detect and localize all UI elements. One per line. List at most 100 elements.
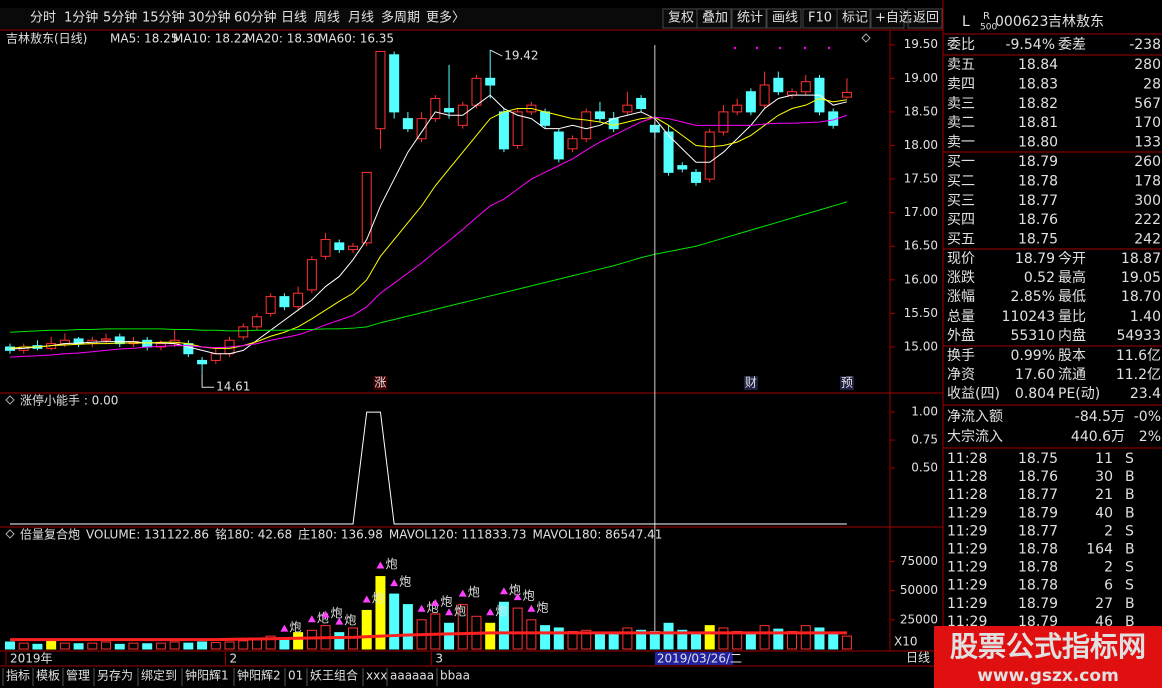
indicator-title: MAVOL120: 111833.73	[389, 528, 527, 542]
book-price: 18.77	[1018, 193, 1058, 209]
tick-price: 18.78	[1018, 560, 1058, 576]
bottom-tab[interactable]: 另存为	[97, 669, 133, 683]
watermark-title: 股票公式指标网	[950, 630, 1146, 663]
indicator-title: 铭180: 42.68	[215, 527, 292, 542]
chart-title: 吉林敖东(日线)	[6, 31, 87, 46]
period-tab[interactable]: 30分钟	[188, 10, 231, 26]
period-tab[interactable]: 60分钟	[234, 10, 277, 26]
signal-arrow	[431, 598, 440, 606]
field-label: 总量	[947, 309, 975, 325]
action-button[interactable]: +自选	[875, 11, 912, 26]
bottom-tab[interactable]: bbaa	[440, 669, 470, 683]
book-volume: 260	[1134, 154, 1161, 170]
candle-body	[402, 118, 413, 130]
bottom-tab[interactable]: xxx	[366, 669, 387, 683]
period-tab[interactable]: 5分钟	[103, 10, 137, 26]
candle-body	[114, 336, 125, 345]
field-label: 最高	[1058, 269, 1086, 286]
bottom-tab[interactable]: 管理	[66, 668, 90, 683]
y-tick-label: 18.50	[904, 104, 938, 118]
field-value: 18.87	[1121, 251, 1161, 267]
period-tab[interactable]: 分时	[30, 11, 56, 26]
tick-time: 11:28	[947, 469, 987, 485]
ma-line	[9, 114, 848, 358]
period-tab[interactable]: 更多〉	[426, 10, 465, 26]
candle-body	[691, 171, 701, 183]
period-tab[interactable]: 周线	[314, 11, 340, 26]
tick-side: B	[1125, 542, 1135, 558]
action-button[interactable]: 画线	[772, 11, 798, 26]
bottom-tab[interactable]: 妖王组合	[310, 668, 358, 683]
bottom-tab[interactable]: 钟阳辉1	[185, 668, 229, 683]
field-value: 23.4	[1130, 386, 1161, 402]
volume-bar	[169, 641, 180, 650]
indicator-icon[interactable]	[5, 529, 15, 539]
bottom-tab[interactable]: 01	[288, 669, 303, 683]
signal-label: 炮	[454, 604, 466, 618]
volume-bar	[444, 622, 455, 650]
action-button[interactable]: 叠加	[702, 11, 728, 26]
tick-time: 11:29	[947, 578, 987, 594]
period-tab[interactable]: 日线	[281, 11, 307, 26]
candle-body	[841, 91, 852, 98]
bottom-tab[interactable]: 绑定到	[141, 668, 177, 683]
volume-bar	[704, 625, 715, 650]
event-marker-bg	[743, 376, 758, 390]
candle-body	[444, 108, 455, 113]
book-price: 18.79	[1018, 154, 1058, 170]
event-marker[interactable]: 财	[745, 376, 757, 390]
tick-side: B	[1125, 614, 1135, 630]
candle-body	[732, 104, 743, 113]
book-price: 18.78	[1018, 173, 1058, 189]
stock-code: 000623	[995, 14, 1048, 30]
y-tick-label: 18.00	[904, 138, 938, 152]
toolbar-bg	[0, 8, 943, 29]
book-volume: 567	[1134, 96, 1161, 112]
action-button[interactable]: 返回	[913, 11, 939, 26]
volume-bar	[512, 607, 523, 650]
event-marker[interactable]: 涨	[374, 375, 386, 390]
indicator-title: MAVOL180: 86547.41	[532, 528, 662, 542]
indicator-title: 庄180: 136.98	[298, 527, 383, 542]
tick-price: 18.78	[1018, 578, 1058, 594]
candle-body	[306, 259, 317, 291]
settings-icon[interactable]	[861, 33, 871, 43]
volume-bar	[457, 604, 468, 650]
watermark-bg	[934, 626, 1162, 688]
period-tab[interactable]: 多周期	[381, 10, 420, 26]
event-marker-bg	[373, 376, 388, 390]
tick-price: 18.76	[1018, 469, 1058, 485]
tick-side: B	[1125, 487, 1135, 503]
volume-bar	[279, 639, 290, 650]
bottom-tab[interactable]: aaaaaa	[390, 669, 434, 683]
field-label: 外盘	[947, 327, 975, 344]
candle-body	[636, 97, 647, 110]
book-volume: 280	[1134, 57, 1161, 73]
bottom-tab[interactable]: 钟阳辉2	[237, 668, 281, 683]
period-tab[interactable]: 月线	[348, 11, 374, 26]
volume-bar	[581, 629, 592, 650]
period-tab[interactable]: 15分钟	[142, 10, 185, 26]
volume-bar	[745, 632, 756, 650]
action-button[interactable]: 统计	[737, 11, 763, 26]
book-price: 18.80	[1018, 135, 1058, 151]
period-tab[interactable]: 1分钟	[64, 10, 98, 26]
volume-bar	[526, 619, 537, 650]
field-value: -9.54%	[1005, 37, 1055, 53]
volume-bar	[389, 593, 400, 650]
y-tick-label: 19.50	[904, 37, 938, 51]
action-button[interactable]: F10	[808, 11, 832, 26]
volume-bar	[265, 635, 276, 650]
tick-volume: 6	[1104, 578, 1113, 594]
bottom-tab[interactable]: 指标	[6, 668, 30, 683]
action-button[interactable]: 标记	[842, 11, 868, 26]
tick-side: B	[1125, 469, 1135, 485]
signal-arrow	[307, 615, 316, 623]
action-button[interactable]: 复权	[668, 10, 694, 26]
indicator-icon[interactable]	[5, 395, 15, 405]
field-value: 11.2亿	[1116, 367, 1161, 383]
field-value: 18.79	[1015, 251, 1055, 267]
signal-label: 炮	[399, 575, 411, 589]
event-marker[interactable]: 预	[841, 376, 853, 390]
bottom-tab[interactable]: 模板	[36, 669, 60, 683]
